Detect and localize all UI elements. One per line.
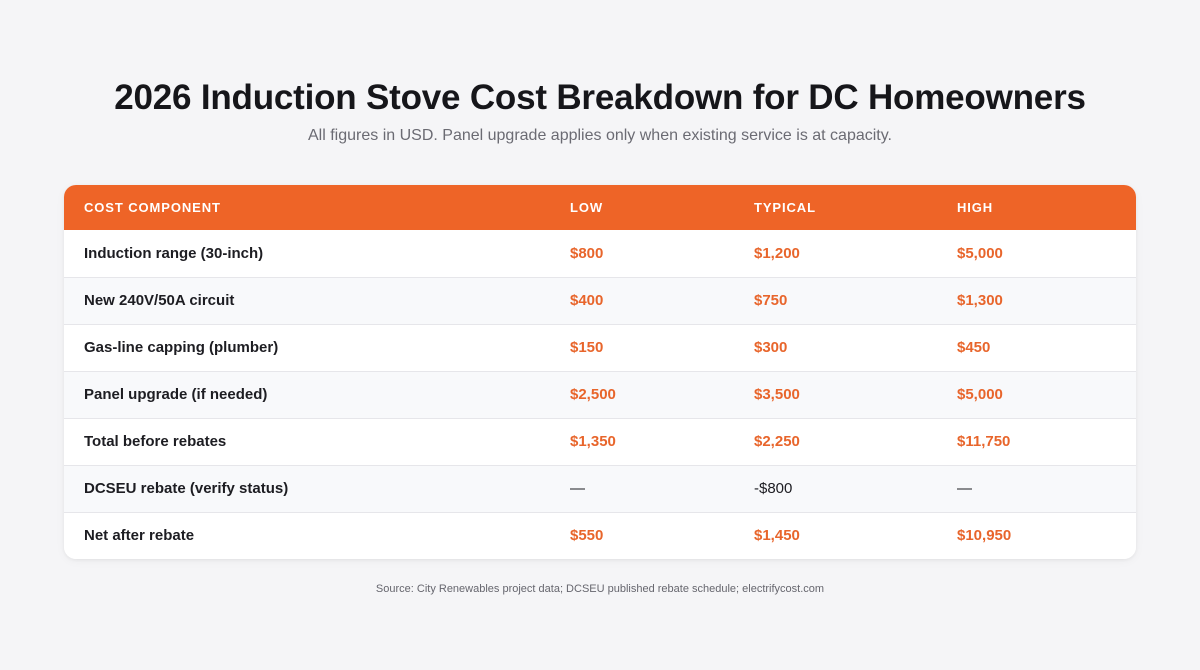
typical-value: $300 (754, 339, 788, 356)
table-row: Panel upgrade (if needed) $2,500 $3,500 … (64, 371, 1136, 418)
low-value: $550 (570, 527, 604, 545)
row-label: Total before rebates (84, 433, 227, 450)
low-value: $2,500 (570, 386, 616, 403)
typical-value: $750 (754, 292, 788, 309)
table-row: New 240V/50A circuit $400 $750 $1,300 (64, 277, 1136, 324)
low-value: — (570, 480, 585, 497)
source-note: Source: City Renewables project data; DC… (375, 583, 825, 595)
row-label: Gas-line capping (plumber) (84, 339, 279, 356)
row-label: New 240V/50A circuit (84, 292, 235, 309)
row-label: DCSEU rebate (verify status) (84, 480, 289, 497)
row-label: Panel upgrade (if needed) (84, 386, 268, 403)
low-value: $1,350 (570, 433, 616, 450)
high-value: $5,000 (957, 244, 1003, 262)
page-subtitle: All figures in USD. Panel upgrade applie… (308, 127, 892, 144)
low-value: $150 (570, 339, 604, 356)
typical-value: $2,250 (754, 433, 800, 450)
high-value: $450 (957, 339, 991, 356)
typical-value: $3,500 (754, 386, 800, 403)
cost-table: COST COMPONENT LOW TYPICAL HIGH Inductio… (64, 185, 1136, 559)
typical-value: -$800 (754, 480, 793, 497)
table-header-row: COST COMPONENT LOW TYPICAL HIGH (64, 185, 1136, 230)
high-value: — (957, 480, 972, 497)
low-value: $400 (570, 292, 604, 309)
high-value: $5,000 (957, 386, 1003, 403)
high-value: $1,300 (957, 292, 1003, 309)
table-row: DCSEU rebate (verify status) — -$800 — (64, 465, 1136, 512)
high-value: $10,950 (957, 527, 1012, 545)
column-header-low: LOW (570, 200, 604, 215)
page-title: 2026 Induction Stove Cost Breakdown for … (114, 78, 1086, 117)
low-value: $800 (570, 244, 604, 262)
table-row: Induction range (30-inch) $800 $1,200 $5… (64, 230, 1136, 277)
column-header-cost-component: COST COMPONENT (84, 200, 221, 215)
cost-table-card: COST COMPONENT LOW TYPICAL HIGH Inductio… (64, 185, 1136, 559)
table-row: Total before rebates $1,350 $2,250 $11,7… (64, 418, 1136, 465)
column-header-typical: TYPICAL (754, 200, 816, 215)
table-row: Gas-line capping (plumber) $150 $300 $45… (64, 324, 1136, 371)
row-label: Net after rebate (84, 527, 195, 545)
typical-value: $1,200 (754, 244, 800, 262)
table-row: Net after rebate $550 $1,450 $10,950 (64, 512, 1136, 559)
high-value: $11,750 (957, 433, 1011, 450)
column-header-high: HIGH (957, 200, 994, 215)
row-label: Induction range (30-inch) (84, 244, 264, 262)
typical-value: $1,450 (754, 527, 800, 545)
